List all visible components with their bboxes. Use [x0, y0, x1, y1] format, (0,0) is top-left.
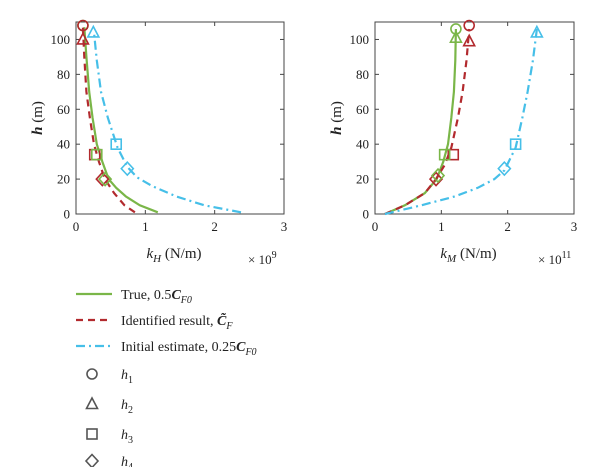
y-tick-label: 40: [356, 137, 369, 152]
legend: True, 0.5CF0 Identified result, C̃F Initia…: [76, 288, 257, 467]
legend-item: Identified result, C̃F: [76, 311, 233, 332]
y-tick-label: 0: [64, 207, 71, 222]
legend-label: h3: [121, 428, 133, 446]
legend-marker-circle: [86, 368, 98, 380]
x-tick-label: 0: [73, 219, 80, 234]
y-tick-label: 100: [51, 32, 71, 47]
plot-frame: [75, 21, 285, 215]
legend-marker-square: [86, 428, 98, 440]
x-axis-exponent: × 109: [248, 250, 277, 267]
x-tick-label: 1: [142, 219, 149, 234]
series-line-true: [83, 27, 159, 214]
y-tick-label: 0: [363, 207, 370, 222]
marker-diamond-true: [430, 167, 446, 184]
series-line-identified: [81, 27, 136, 214]
x-tick-label: 2: [504, 219, 511, 234]
legend-marker-triangle: [85, 396, 99, 410]
y-tick-label: 100: [350, 32, 370, 47]
marker-triangle-initial: [530, 24, 544, 38]
legend-item: h1: [86, 368, 133, 386]
y-axis-label: h (m): [329, 101, 345, 135]
x-axis-label: kM (N/m): [440, 246, 496, 265]
marker-diamond-initial: [497, 160, 512, 177]
x-tick-label: 3: [571, 219, 578, 234]
marker-diamond-identified: [428, 171, 444, 187]
marker-triangle-true: [449, 29, 463, 44]
marker-diamond-initial: [120, 160, 135, 177]
marker-diamond-true: [98, 171, 113, 187]
legend-item: h3: [86, 428, 133, 446]
marker-square-initial: [509, 138, 522, 150]
x-axis-exponent: × 1011: [538, 250, 571, 267]
series-line-true: [384, 28, 457, 216]
series-line-initial: [92, 32, 242, 214]
marker-triangle-identified: [76, 31, 90, 45]
y-tick-label: 80: [57, 67, 70, 82]
legend-item: Initial estimate, 0.25CF0: [76, 340, 257, 358]
legend-item: h4: [84, 453, 133, 467]
chart-panel-1: 0 1 2 3 0 20 40 60 80 100 h (m) kH (N/m) × 109: [30, 19, 288, 267]
y-tick-label: 20: [356, 172, 369, 187]
y-tick-label: 80: [356, 67, 369, 82]
series-line-initial: [384, 28, 538, 216]
x-tick-label: 2: [211, 219, 218, 234]
marker-square-initial: [110, 138, 123, 150]
marker-square-identified: [447, 148, 460, 161]
legend-label: Identified result, C̃F: [121, 311, 233, 332]
x-tick-label: 1: [438, 219, 445, 234]
series-line-identified: [384, 28, 471, 216]
plot-frame: [374, 21, 575, 215]
legend-item: h2: [85, 396, 133, 416]
legend-label: h1: [121, 368, 133, 386]
marker-circle-true: [450, 23, 462, 35]
legend-label: h4: [121, 455, 133, 467]
y-tick-label: 40: [57, 137, 70, 152]
y-tick-label: 20: [57, 172, 70, 187]
marker-circle-identified: [77, 19, 89, 32]
marker-triangle-initial: [86, 24, 101, 38]
marker-square-true: [91, 148, 103, 161]
y-tick-label: 60: [57, 102, 70, 117]
legend-label: h2: [121, 398, 133, 416]
legend-item: True, 0.5CF0: [76, 288, 192, 306]
marker-triangle-identified: [462, 33, 477, 47]
chart-panel-2: 0 1 2 3 0 20 40 60 80 100 h (m) kM (N/m) × 1011: [329, 19, 578, 267]
y-axis-label: h (m): [30, 101, 46, 135]
marker-circle-identified: [463, 19, 475, 32]
x-tick-label: 0: [372, 219, 379, 234]
x-tick-label: 3: [281, 219, 288, 234]
marker-square-true: [438, 148, 451, 161]
legend-marker-diamond: [84, 453, 100, 467]
x-axis-label: kH (N/m): [146, 246, 201, 265]
legend-label: Initial estimate, 0.25CF0: [121, 340, 257, 358]
marker-diamond-identified: [95, 171, 110, 187]
legend-label: True, 0.5CF0: [121, 288, 192, 306]
y-tick-label: 60: [356, 102, 369, 117]
